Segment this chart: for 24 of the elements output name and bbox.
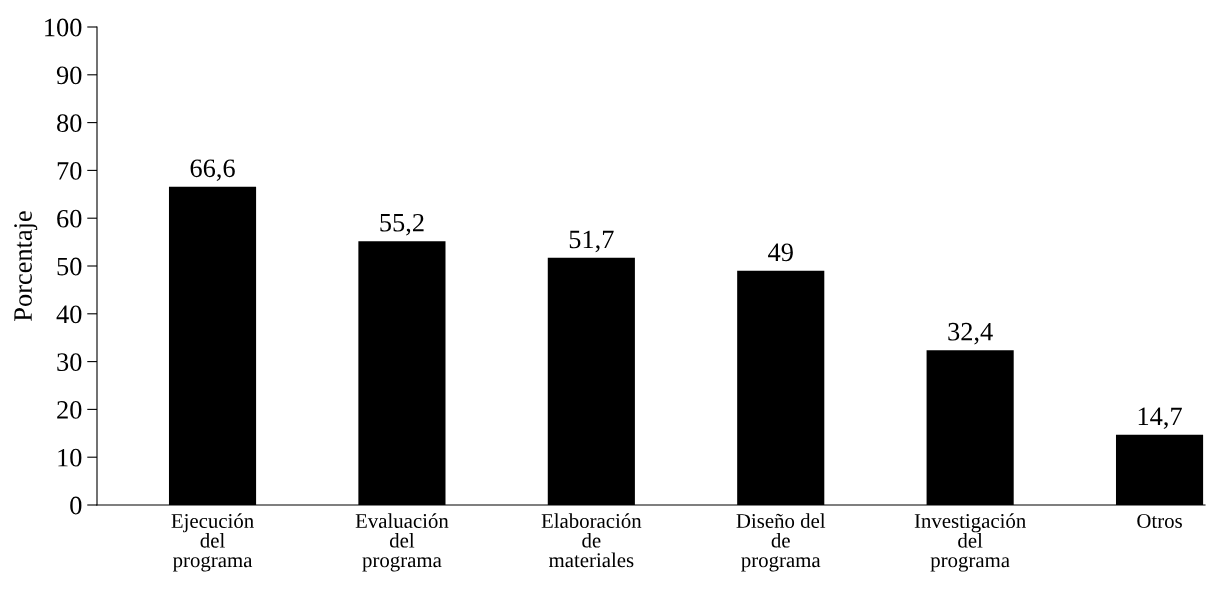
x-tick-label: Diseño del de programa xyxy=(736,513,826,572)
data-label: 32,4 xyxy=(948,322,993,345)
y-tick-label: 90 xyxy=(56,66,82,85)
data-label: 14,7 xyxy=(1138,407,1182,429)
y-tick-label: 80 xyxy=(57,114,82,133)
x-tick-label: Otros xyxy=(1137,513,1182,528)
y-tick-label: 10 xyxy=(58,448,82,467)
data-label: 49 xyxy=(768,243,793,262)
y-tick-label: 0 xyxy=(70,496,82,515)
y-tick-label: 30 xyxy=(57,353,82,372)
x-tick-label: Elaboración de materiales xyxy=(541,513,642,568)
y-axis-title: Porcentaje xyxy=(14,211,38,321)
y-tick-label: 100 xyxy=(45,18,82,37)
data-label: 66,6 xyxy=(190,159,235,181)
x-tick-label: Investigación del programa xyxy=(914,513,1026,572)
y-tick-label: 40 xyxy=(56,305,82,324)
y-tick-label: 60 xyxy=(57,209,82,228)
data-label: 55,2 xyxy=(380,213,424,236)
x-tick-label: Ejecución del programa xyxy=(171,513,254,572)
x-tick-label: Evaluación del programa xyxy=(355,513,449,572)
y-tick-label: 70 xyxy=(57,162,82,180)
data-label: 51,7 xyxy=(569,230,614,253)
y-tick-label: 20 xyxy=(57,401,82,419)
y-tick-label: 50 xyxy=(57,257,82,276)
